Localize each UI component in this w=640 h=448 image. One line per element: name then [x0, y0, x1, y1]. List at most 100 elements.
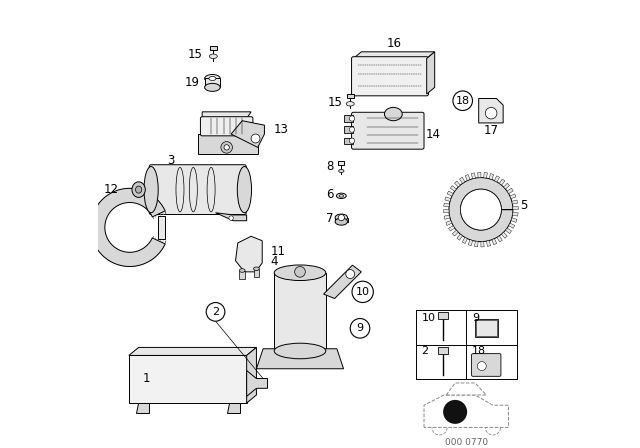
FancyBboxPatch shape [200, 117, 253, 136]
Polygon shape [457, 234, 463, 240]
Polygon shape [216, 213, 246, 221]
Polygon shape [451, 185, 456, 191]
Circle shape [294, 267, 305, 277]
Polygon shape [236, 236, 262, 272]
Polygon shape [507, 188, 513, 194]
Polygon shape [198, 134, 258, 154]
Polygon shape [424, 395, 508, 427]
Text: 15: 15 [188, 47, 202, 60]
Polygon shape [492, 239, 497, 245]
FancyBboxPatch shape [472, 353, 501, 376]
Text: 15: 15 [327, 96, 342, 109]
Circle shape [453, 91, 472, 111]
Ellipse shape [346, 102, 354, 106]
Polygon shape [513, 207, 518, 210]
Polygon shape [468, 240, 472, 246]
Text: 5: 5 [520, 198, 527, 211]
Ellipse shape [209, 54, 218, 59]
Polygon shape [446, 383, 486, 395]
Ellipse shape [339, 194, 344, 197]
Circle shape [349, 127, 355, 132]
Polygon shape [449, 177, 513, 241]
Text: 9: 9 [356, 323, 364, 333]
Text: 2: 2 [421, 346, 428, 356]
Circle shape [349, 116, 355, 121]
Polygon shape [335, 218, 348, 222]
Text: 10: 10 [356, 287, 370, 297]
FancyBboxPatch shape [253, 269, 259, 277]
Polygon shape [513, 212, 518, 216]
Text: 8: 8 [326, 159, 333, 172]
FancyBboxPatch shape [351, 57, 428, 96]
Ellipse shape [337, 193, 346, 198]
Ellipse shape [339, 169, 344, 172]
Ellipse shape [239, 269, 245, 272]
Ellipse shape [205, 83, 220, 91]
Polygon shape [460, 177, 465, 183]
Ellipse shape [144, 167, 158, 213]
Circle shape [349, 138, 355, 143]
Circle shape [105, 202, 155, 252]
Polygon shape [129, 348, 257, 355]
Ellipse shape [237, 167, 252, 213]
Polygon shape [445, 197, 451, 201]
Polygon shape [512, 200, 518, 204]
FancyBboxPatch shape [476, 320, 497, 336]
Polygon shape [504, 183, 509, 189]
FancyBboxPatch shape [344, 116, 353, 121]
Text: 2: 2 [212, 307, 219, 317]
Polygon shape [471, 173, 476, 179]
Polygon shape [447, 191, 453, 196]
FancyBboxPatch shape [344, 138, 353, 144]
Polygon shape [324, 265, 362, 298]
Polygon shape [205, 78, 220, 87]
Text: 1: 1 [143, 372, 150, 385]
Polygon shape [454, 181, 460, 187]
Polygon shape [231, 121, 264, 147]
FancyBboxPatch shape [347, 94, 354, 98]
Circle shape [443, 400, 467, 424]
Polygon shape [511, 218, 517, 222]
FancyBboxPatch shape [338, 161, 344, 165]
Polygon shape [246, 348, 257, 403]
Polygon shape [444, 215, 450, 219]
Circle shape [350, 319, 370, 338]
FancyBboxPatch shape [351, 112, 424, 149]
Text: 18: 18 [456, 96, 470, 106]
Ellipse shape [136, 186, 141, 193]
FancyBboxPatch shape [149, 165, 246, 215]
Polygon shape [136, 403, 149, 413]
Polygon shape [449, 226, 454, 231]
Polygon shape [452, 230, 458, 236]
Text: 13: 13 [273, 123, 288, 136]
Text: 14: 14 [426, 128, 441, 141]
Circle shape [352, 281, 373, 302]
Ellipse shape [209, 77, 216, 81]
Ellipse shape [274, 265, 326, 280]
Ellipse shape [205, 74, 220, 82]
Polygon shape [465, 175, 470, 181]
Polygon shape [91, 188, 165, 267]
Ellipse shape [335, 214, 348, 221]
Polygon shape [497, 236, 502, 242]
FancyBboxPatch shape [438, 347, 449, 353]
Ellipse shape [253, 267, 259, 271]
Polygon shape [462, 237, 467, 243]
Text: 7: 7 [326, 212, 333, 225]
Circle shape [229, 216, 234, 220]
Polygon shape [495, 176, 500, 182]
Polygon shape [506, 228, 511, 233]
Polygon shape [486, 241, 491, 246]
Polygon shape [274, 273, 326, 351]
Text: 16: 16 [387, 37, 401, 50]
Ellipse shape [132, 182, 145, 198]
Polygon shape [427, 52, 435, 94]
Polygon shape [499, 179, 505, 185]
Text: 9: 9 [472, 313, 479, 323]
Polygon shape [129, 355, 246, 403]
Text: 12: 12 [104, 183, 118, 196]
Polygon shape [446, 220, 452, 225]
FancyBboxPatch shape [438, 312, 449, 319]
FancyBboxPatch shape [475, 319, 499, 337]
Text: 3: 3 [168, 154, 175, 167]
